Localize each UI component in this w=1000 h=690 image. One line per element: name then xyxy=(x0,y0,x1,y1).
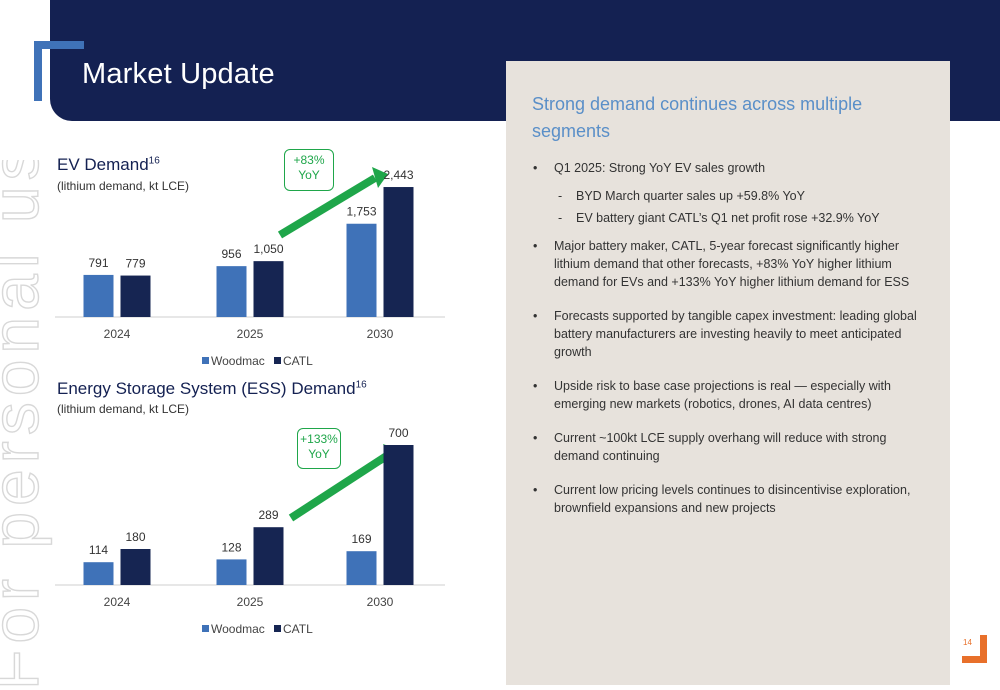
ev-bar-catl-2024 xyxy=(120,275,151,317)
ev-bar-catl-2030 xyxy=(383,187,414,317)
ess-bar-woodmac-2030 xyxy=(346,551,377,585)
ess-tick-label: 2030 xyxy=(367,595,394,609)
ess-tick-label: 2025 xyxy=(237,595,264,609)
ess-data-label: 180 xyxy=(125,530,145,544)
corner-accent xyxy=(34,41,84,101)
ess-legend-label: CATL xyxy=(283,622,313,636)
ev-data-label: 791 xyxy=(88,256,108,270)
ess-tick-label: 2024 xyxy=(104,595,131,609)
page-title: Market Update xyxy=(82,58,275,90)
bullet-item: Major battery maker, CATL, 5-year foreca… xyxy=(530,237,930,291)
ess-data-label: 114 xyxy=(89,543,108,557)
ess-bar-catl-2024 xyxy=(120,549,151,585)
bullet-item: Q1 2025: Strong YoY EV sales growth xyxy=(530,159,930,177)
ess-data-label: 700 xyxy=(388,426,408,440)
ev-growth-arrow xyxy=(277,174,378,239)
ess-bar-woodmac-2025 xyxy=(216,559,247,585)
ev-legend-label: CATL xyxy=(283,354,313,368)
ev-chart-title: EV Demand16 xyxy=(57,155,160,174)
ev-data-label: 779 xyxy=(125,257,145,271)
right-panel: Strong demand continues across multiple … xyxy=(506,61,950,685)
bullet-list: Q1 2025: Strong YoY EV sales growth BYD M… xyxy=(530,159,930,533)
page-number: 14 xyxy=(963,638,972,647)
ess-growth-arrow xyxy=(288,451,391,522)
ev-tick-label: 2024 xyxy=(104,327,131,341)
ev-data-label: 1,050 xyxy=(253,242,283,256)
ess-data-label: 289 xyxy=(258,508,278,522)
bullet-item: Forecasts supported by tangible capex in… xyxy=(530,307,930,361)
ess-demand-chart: 114 180 2024 128 289 2025 169 700 2030 Woodmac CAT… xyxy=(55,426,445,636)
ess-bar-catl-2030 xyxy=(383,445,414,585)
ev-legend-swatch xyxy=(202,357,209,364)
ess-chart-subtitle: (lithium demand, kt LCE) xyxy=(57,402,190,416)
ev-growth-arrowhead xyxy=(372,167,388,188)
sub-bullet-item: BYD March quarter sales up +59.8% YoY xyxy=(530,187,930,205)
ev-legend-label: Woodmac xyxy=(211,354,265,368)
watermark-text: For personal use only xyxy=(0,160,52,690)
ev-data-label: 956 xyxy=(221,247,241,261)
ev-tick-label: 2030 xyxy=(367,327,394,341)
ev-legend-swatch xyxy=(274,357,281,364)
ev-chart-subtitle: (lithium demand, kt LCE) xyxy=(57,179,190,193)
ev-bar-woodmac-2025 xyxy=(216,266,247,317)
ess-bar-woodmac-2024 xyxy=(83,562,114,585)
bullet-item: Current ~100kt LCE supply overhang will … xyxy=(530,429,930,465)
ess-chart-title: Energy Storage System (ESS) Demand16 xyxy=(57,379,367,398)
ess-legend-swatch xyxy=(202,625,209,632)
ess-data-label: 169 xyxy=(351,532,371,546)
watermark: For personal use only xyxy=(0,160,53,690)
ev-yoy-badge: +83% YoY xyxy=(284,149,334,191)
panel-heading: Strong demand continues across multiple … xyxy=(532,94,863,141)
ess-legend-swatch xyxy=(274,625,281,632)
bullet-item: Current low pricing levels continues to … xyxy=(530,481,930,517)
sub-bullet-item: EV battery giant CATL’s Q1 net profit ro… xyxy=(530,209,930,227)
ess-data-label: 128 xyxy=(221,540,241,554)
page-corner-accent xyxy=(962,635,988,663)
ess-bar-catl-2025 xyxy=(253,527,284,585)
ev-bar-catl-2025 xyxy=(253,261,284,317)
ev-bar-woodmac-2030 xyxy=(346,223,377,317)
ev-demand-chart: 791 779 2024 956 1,050 2025 1,753 2,443 2030 Wood… xyxy=(55,167,445,368)
ev-bar-woodmac-2024 xyxy=(83,274,114,317)
ess-yoy-badge: +133% YoY xyxy=(297,428,341,469)
ev-data-label: 1,753 xyxy=(346,205,376,219)
ev-data-label: 2,443 xyxy=(383,168,413,182)
bullet-item: Upside risk to base case projections is … xyxy=(530,377,930,413)
ev-tick-label: 2025 xyxy=(237,327,264,341)
ess-legend-label: Woodmac xyxy=(211,622,265,636)
